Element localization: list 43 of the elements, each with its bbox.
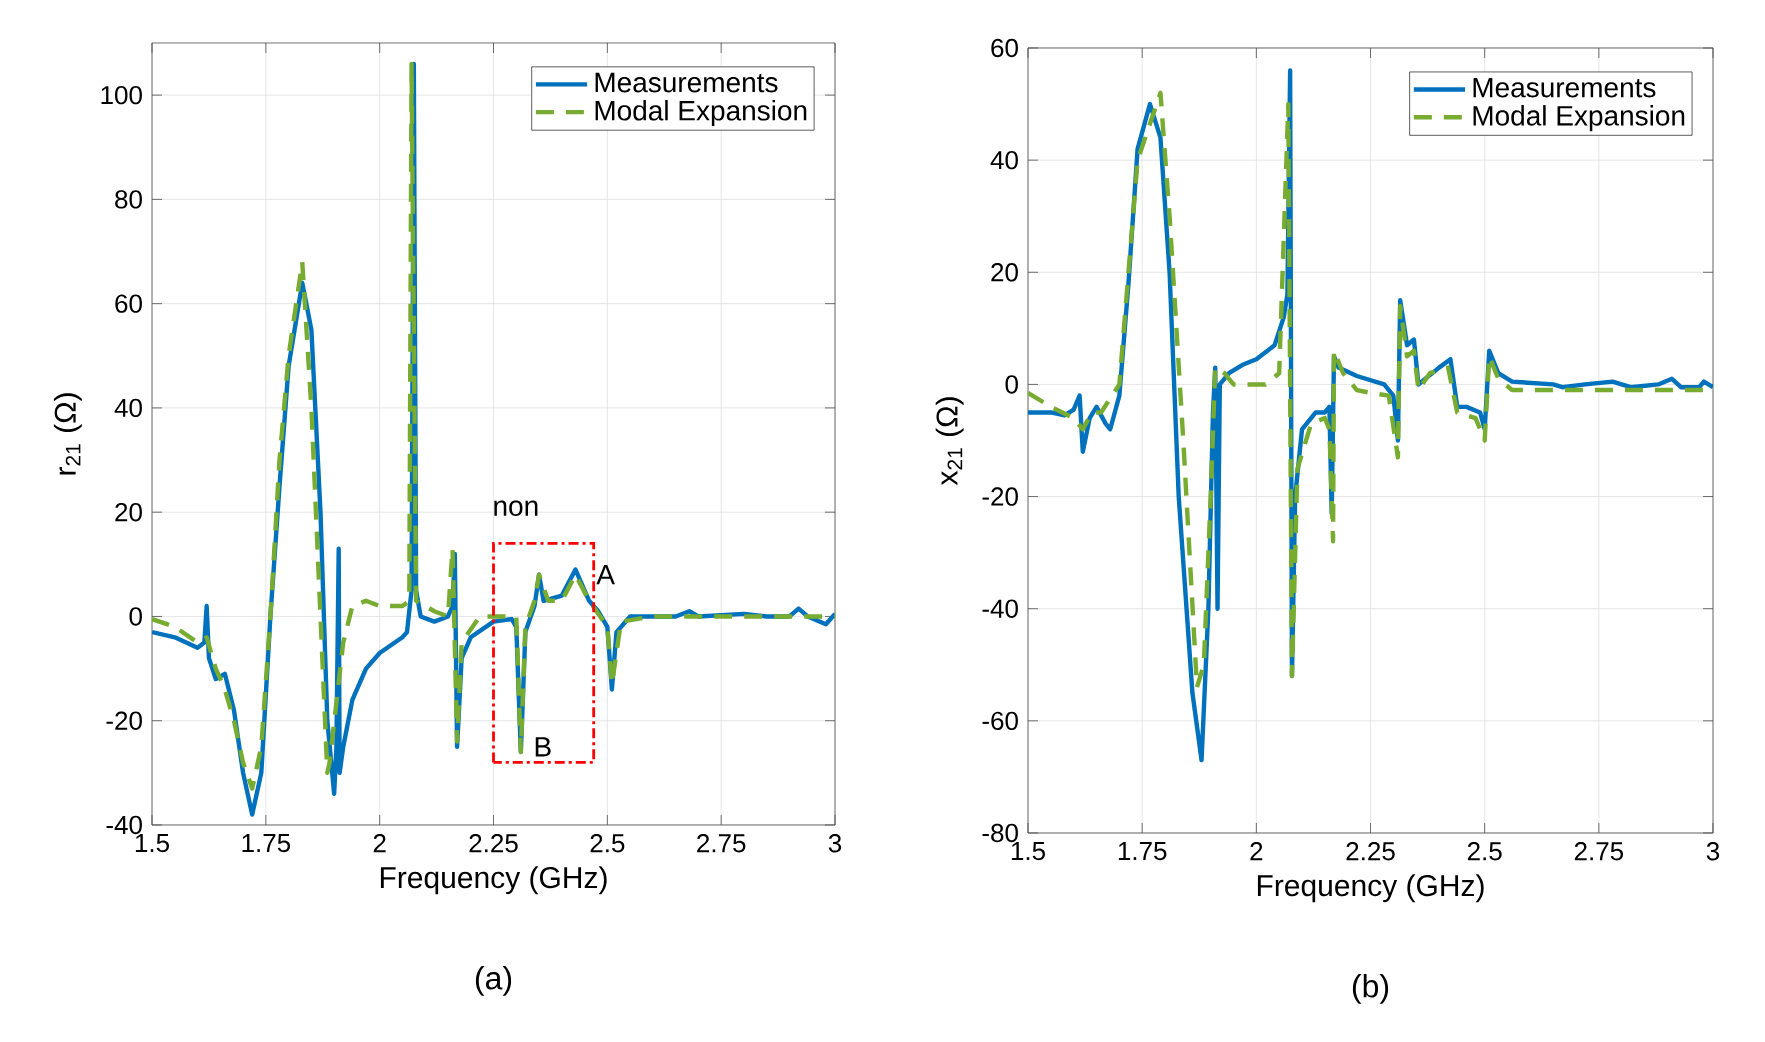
x-axis-title: Frequency (GHz) — [380, 866, 607, 895]
text: (a) — [475, 966, 512, 996]
y-axis-title: x$_{21}$ (Ω) — [935, 397, 964, 486]
y-tick-label: 0 — [1005, 375, 1018, 394]
y-tick-label: 20 — [115, 502, 142, 522]
legend-label: Modal Expansion — [595, 100, 807, 127]
x-tick-label: 3 — [828, 834, 842, 853]
y-tick-label: 80 — [115, 190, 142, 209]
x-tick-label: 2.5 — [590, 834, 625, 853]
annotation: B — [535, 737, 551, 757]
x-tick-label: 1.75 — [1118, 842, 1167, 861]
x-tick-label: 2.25 — [1346, 842, 1395, 861]
y-tick-label: 100 — [101, 85, 142, 105]
y-tick-label: 0 — [129, 607, 142, 626]
text: (b) — [1352, 974, 1389, 1004]
x-tick-label: 1.5 — [1011, 842, 1045, 861]
y-tick-label: -60 — [982, 711, 1018, 731]
legend-label: Measurements — [595, 72, 778, 93]
y-tick-label: 60 — [991, 38, 1018, 58]
y-axis-title: r$_{21}$ (Ω) — [53, 393, 82, 475]
y-tick-label: 60 — [115, 294, 142, 313]
x-tick-label: 2.75 — [1574, 842, 1624, 861]
x-tick-label: 2 — [373, 834, 386, 853]
x-tick-label: 2.25 — [469, 834, 518, 853]
x-tick-label: 2.75 — [697, 834, 746, 853]
y-tick-label: -80 — [982, 823, 1018, 843]
legend-label: Modal Expansion — [1473, 105, 1685, 132]
x-tick-label: 1.75 — [242, 834, 291, 853]
x-tick-label: 2 — [1250, 842, 1263, 861]
y-tick-label: -40 — [982, 599, 1018, 618]
y-tick-label: -20 — [982, 487, 1018, 506]
x-axis-title: Frequency (GHz) — [1257, 874, 1484, 903]
x-tick-label: 2.5 — [1467, 842, 1502, 861]
legend-label: Measurements — [1473, 77, 1656, 98]
y-tick-label: -40 — [106, 815, 142, 835]
annotation: non — [494, 500, 538, 516]
x-tick-label: 3 — [1706, 842, 1720, 861]
y-tick-label: 40 — [990, 150, 1018, 170]
annotation: A — [596, 565, 615, 585]
y-tick-label: 20 — [991, 263, 1018, 282]
x-tick-label: 1.5 — [135, 834, 169, 853]
y-tick-label: 40 — [114, 398, 142, 418]
y-tick-label: -20 — [106, 711, 142, 730]
